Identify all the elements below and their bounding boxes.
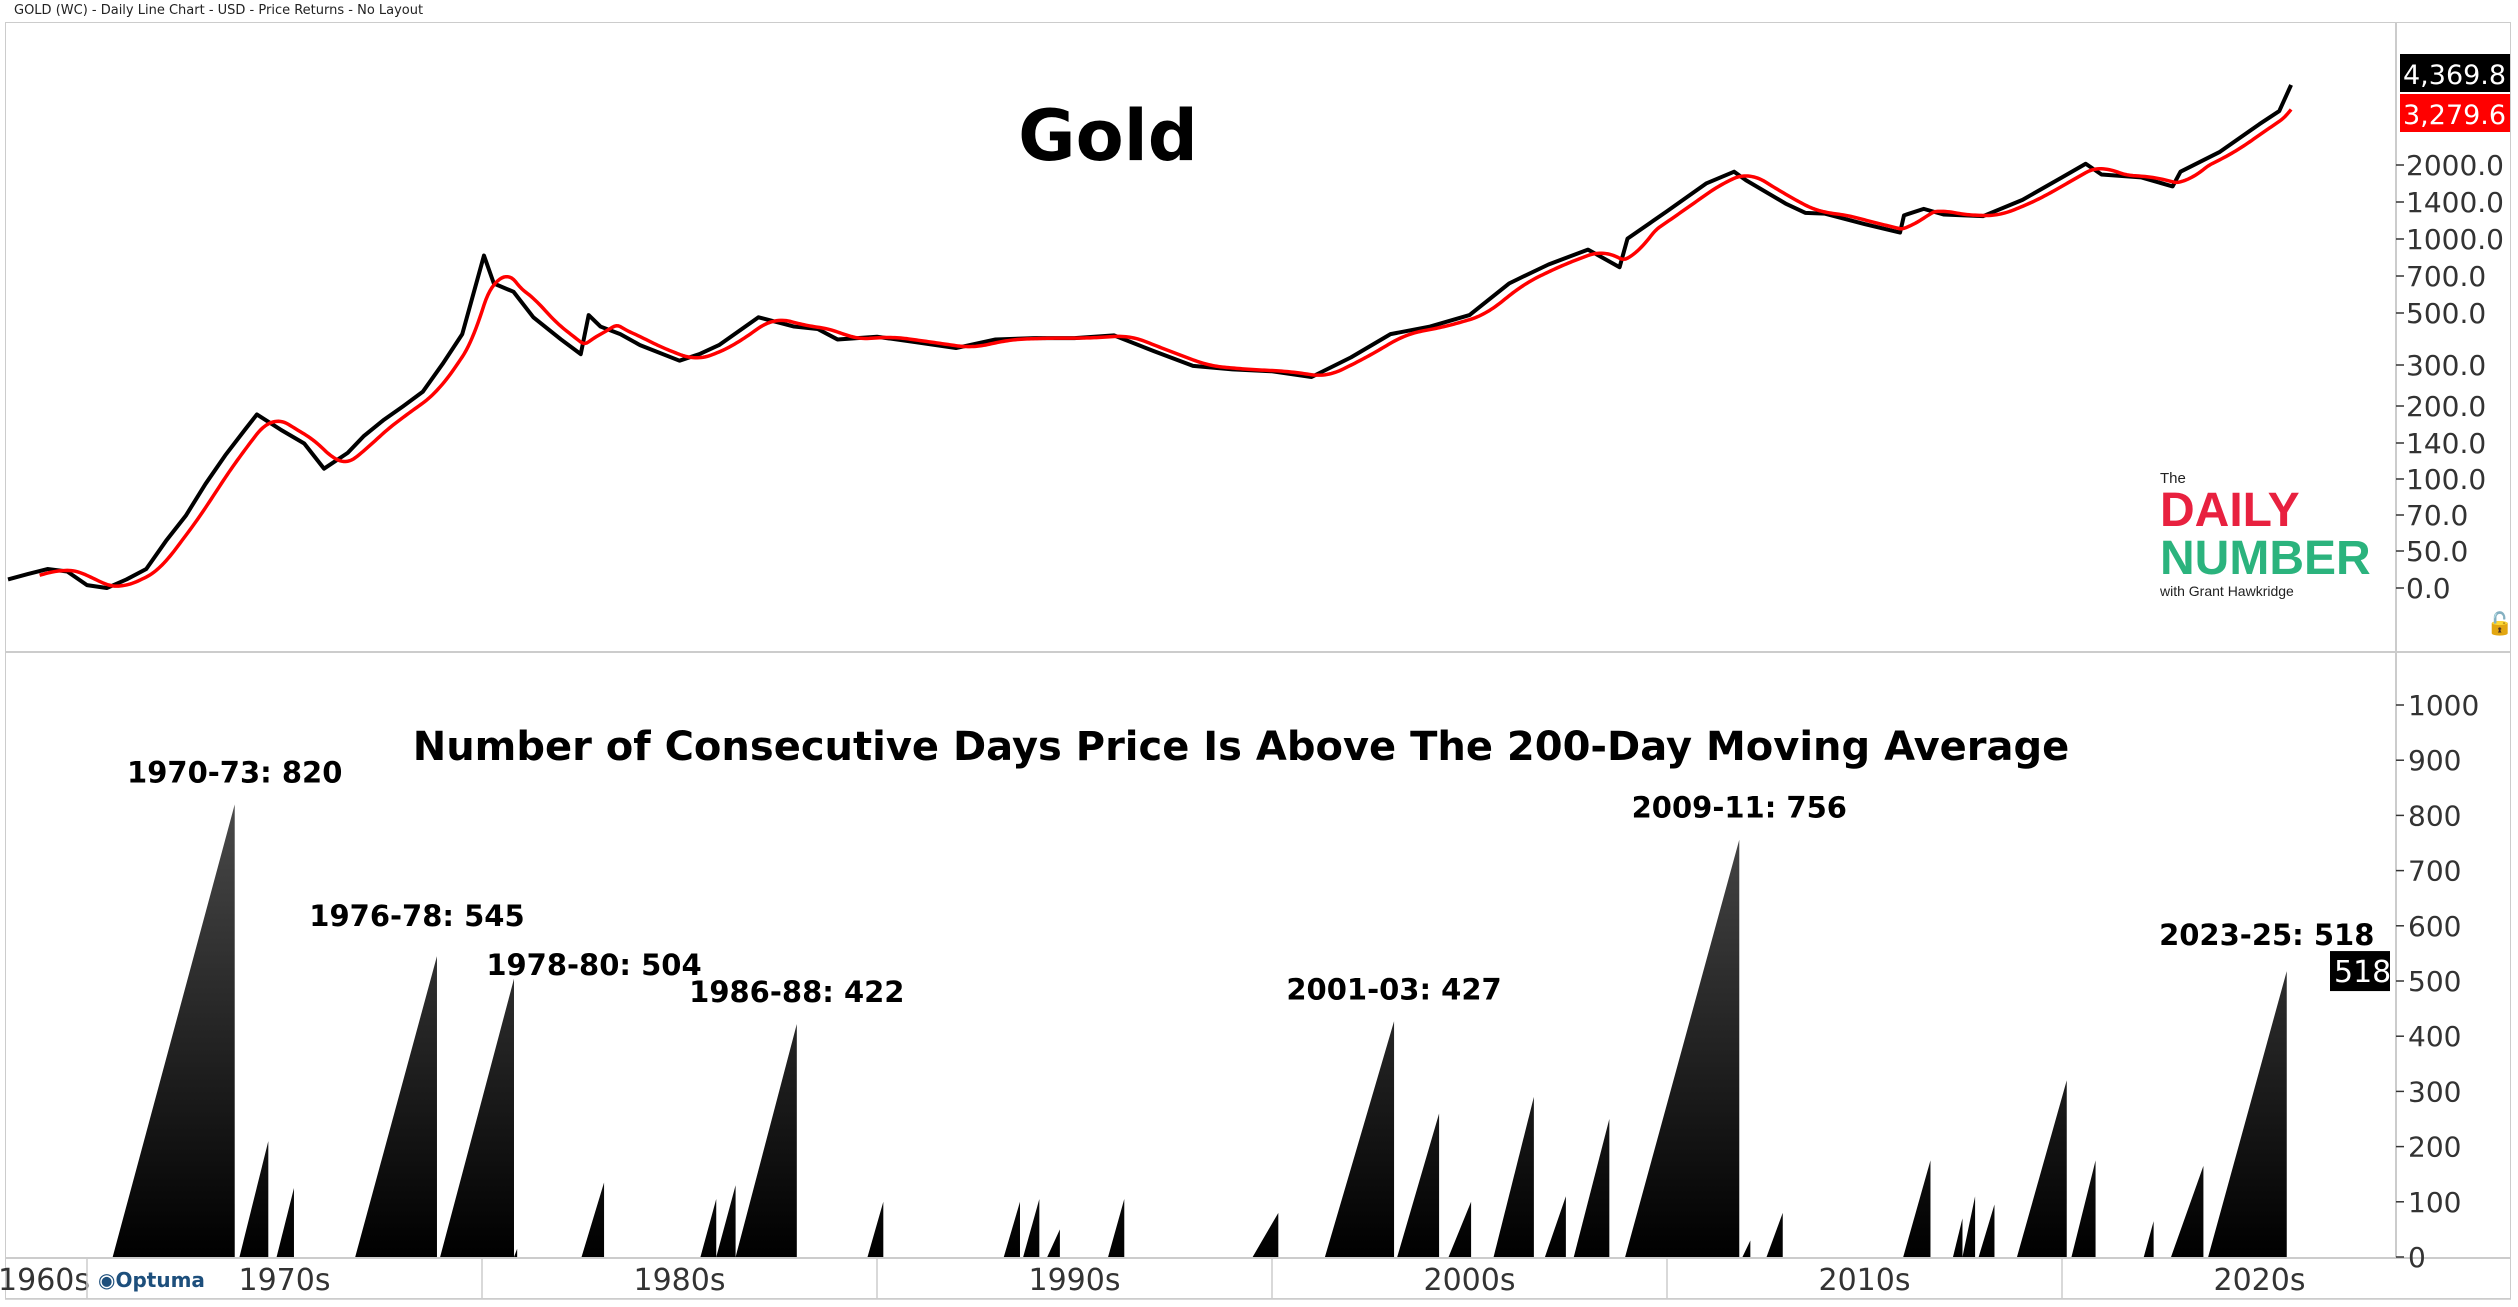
price-axis-label: 300.0 [2406, 349, 2486, 382]
consecutive-days-run [1978, 1204, 1995, 1257]
run-annotation: 2023-25: 518 [2159, 918, 2374, 952]
consecutive-days-run [2071, 1160, 2096, 1257]
consecutive-days-run [440, 978, 514, 1257]
days-axis-label: 100 [2408, 1186, 2461, 1219]
days-axis-label: 500 [2408, 965, 2461, 998]
consecutive-days-run [700, 1199, 717, 1257]
price-axis-label: 700.0 [2406, 260, 2486, 293]
logo-the: The [2160, 470, 2186, 487]
run-annotation: 1970-73: 820 [127, 755, 342, 789]
consecutive-days-run [2016, 1080, 2067, 1257]
x-axis-label: 1990s [1029, 1263, 1121, 1298]
x-axis-label: 1960s [0, 1263, 90, 1298]
logo-number: NUMBER [2160, 532, 2371, 585]
days-axis-label: 200 [2408, 1131, 2461, 1164]
consecutive-days-run [513, 1248, 518, 1257]
consecutive-days-run [735, 1024, 797, 1257]
price-axis-label: 2000.0 [2406, 149, 2504, 182]
consecutive-days-run [2208, 971, 2287, 1257]
daily-number-logo: The DAILY NUMBER with Grant Hawkridge [2160, 470, 2390, 599]
x-axis-label: 1970s [239, 1263, 331, 1298]
consecutive-days-run [1903, 1160, 1931, 1257]
consecutive-days-run [239, 1141, 269, 1257]
days-axis-label: 700 [2408, 855, 2461, 888]
days-axis-label: 800 [2408, 799, 2461, 832]
x-axis-label: 2000s [1424, 1263, 1516, 1298]
consecutive-days-run [1397, 1113, 1440, 1257]
x-axis-label: 2020s [2214, 1263, 2306, 1298]
consecutive-days-run [716, 1185, 736, 1257]
consecutive-days-run [1023, 1199, 1040, 1257]
consecutive-days-run [1448, 1201, 1472, 1257]
optuma-logo: ◉Optuma [98, 1268, 205, 1292]
optuma-text: Optuma [115, 1268, 205, 1292]
consecutive-days-run [867, 1201, 884, 1257]
price-axis-label: 100.0 [2406, 463, 2486, 496]
last-price-badge [2400, 54, 2510, 92]
price-axis-label: 200.0 [2406, 390, 2486, 423]
days-axis-label: 0 [2408, 1241, 2426, 1274]
consecutive-days-run [1047, 1229, 1060, 1257]
consecutive-days-run [355, 956, 437, 1257]
logo-with: with Grant Hawkridge [2160, 583, 2294, 599]
consecutive-days-run [1742, 1240, 1751, 1257]
price-axis-label: 0.0 [2406, 572, 2451, 605]
consecutive-days-run [1493, 1096, 1534, 1257]
lock-icon[interactable]: 🔓 [2486, 612, 2514, 637]
price-axis-label: 140.0 [2406, 427, 2486, 460]
consecutive-days-run [1952, 1218, 1963, 1257]
consecutive-days-run [1252, 1212, 1279, 1257]
days-axis-label: 1000 [2408, 689, 2479, 722]
price-axis-label: 1000.0 [2406, 223, 2504, 256]
run-annotation: 1986-88: 422 [689, 975, 904, 1009]
x-axis-label: 2010s [1819, 1263, 1911, 1298]
run-annotation: 2001-03: 427 [1286, 972, 1501, 1006]
days-axis-label: 400 [2408, 1020, 2461, 1053]
current-value-badge [2330, 951, 2390, 992]
last-price-label: 4,369.8 [2403, 60, 2506, 91]
price-chart-title: Gold [1018, 95, 1198, 177]
consecutive-days-run [1625, 839, 1740, 1257]
price-axis-label: 50.0 [2406, 535, 2468, 568]
days-axis-label: 300 [2408, 1075, 2461, 1108]
ma-value-label: 3,279.6 [2403, 100, 2506, 131]
run-annotation: 2009-11: 756 [1632, 791, 1847, 825]
price-line [7, 84, 2293, 591]
price-axis-label: 500.0 [2406, 297, 2486, 330]
days-axis-label: 600 [2408, 910, 2461, 943]
chart-header: GOLD (WC) - Daily Line Chart - USD - Pri… [14, 3, 424, 18]
consecutive-days-run [1108, 1199, 1125, 1257]
consecutive-days-run [276, 1188, 294, 1257]
moving-average-line [39, 108, 2293, 588]
run-annotation: 1976-78: 545 [309, 899, 524, 933]
ma-badge [2400, 94, 2510, 132]
run-annotation: 1978-80: 504 [486, 948, 701, 982]
current-value-label: 518 [2334, 955, 2391, 990]
consecutive-days-run [1573, 1119, 1610, 1257]
logo-daily: DAILY [2160, 484, 2300, 537]
consecutive-days-run [1544, 1196, 1566, 1257]
consecutive-days-run [2143, 1221, 2154, 1257]
price-axis-label: 70.0 [2406, 499, 2468, 532]
consecutive-days-run [1003, 1201, 1020, 1257]
days-axis-label: 900 [2408, 744, 2461, 777]
consecutive-days-run [1766, 1212, 1783, 1257]
lower-chart-title: Number of Consecutive Days Price Is Abov… [413, 724, 2070, 770]
consecutive-days-run [2171, 1165, 2204, 1257]
consecutive-days-run [112, 804, 235, 1257]
price-axis-label: 1400.0 [2406, 186, 2504, 219]
consecutive-days-run [1962, 1196, 1976, 1257]
x-axis-label: 1980s [634, 1263, 726, 1298]
consecutive-days-run [1324, 1021, 1395, 1257]
consecutive-days-run [581, 1182, 605, 1257]
